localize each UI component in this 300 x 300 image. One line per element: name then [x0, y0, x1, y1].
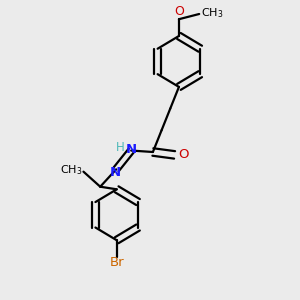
Text: Br: Br [110, 256, 124, 269]
Text: CH$_3$: CH$_3$ [60, 163, 82, 177]
Text: O: O [174, 5, 184, 18]
Text: N: N [110, 166, 121, 179]
Text: O: O [178, 148, 189, 161]
Text: H: H [116, 141, 125, 154]
Text: CH$_3$: CH$_3$ [201, 7, 223, 20]
Text: N: N [126, 142, 137, 156]
